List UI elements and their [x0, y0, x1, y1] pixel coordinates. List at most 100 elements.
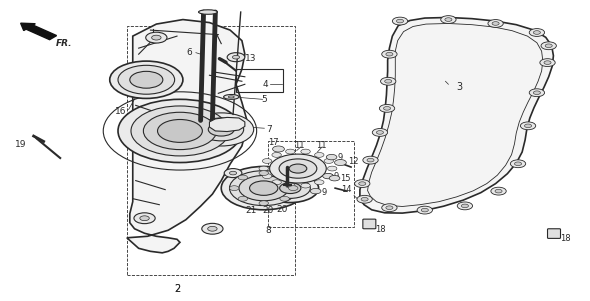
Text: 16: 16: [115, 107, 127, 116]
Circle shape: [263, 159, 272, 163]
FancyBboxPatch shape: [363, 219, 376, 229]
Circle shape: [382, 50, 397, 58]
Circle shape: [491, 187, 506, 195]
Circle shape: [279, 159, 317, 178]
Circle shape: [367, 158, 374, 162]
Circle shape: [457, 202, 473, 210]
Circle shape: [359, 182, 366, 185]
Circle shape: [259, 201, 268, 206]
Text: 8: 8: [266, 226, 271, 235]
Circle shape: [238, 196, 248, 201]
Circle shape: [146, 32, 167, 43]
Circle shape: [314, 153, 324, 157]
Circle shape: [270, 178, 310, 198]
Circle shape: [232, 55, 240, 59]
Circle shape: [372, 129, 388, 136]
Circle shape: [533, 31, 540, 34]
Circle shape: [541, 42, 556, 50]
Circle shape: [324, 174, 333, 178]
Ellipse shape: [224, 95, 239, 99]
Circle shape: [280, 196, 289, 201]
Circle shape: [221, 166, 306, 210]
Circle shape: [227, 53, 245, 62]
Circle shape: [199, 118, 244, 141]
Circle shape: [118, 99, 242, 163]
Circle shape: [525, 124, 532, 128]
Text: 13: 13: [245, 54, 256, 63]
Ellipse shape: [198, 10, 217, 14]
Circle shape: [189, 113, 254, 146]
Circle shape: [310, 188, 321, 194]
Circle shape: [357, 195, 372, 203]
Circle shape: [361, 197, 368, 201]
Circle shape: [376, 131, 384, 134]
Circle shape: [301, 149, 310, 154]
Circle shape: [323, 173, 333, 179]
Text: 9: 9: [334, 172, 339, 181]
Circle shape: [544, 61, 551, 64]
Bar: [127, 26, 295, 275]
Circle shape: [379, 104, 395, 112]
Circle shape: [140, 216, 149, 221]
Circle shape: [384, 107, 391, 110]
Circle shape: [152, 35, 161, 40]
Text: 5: 5: [261, 95, 267, 104]
Ellipse shape: [228, 96, 234, 98]
Circle shape: [134, 213, 155, 224]
Text: 4: 4: [263, 80, 268, 89]
Text: 20: 20: [263, 206, 274, 215]
Circle shape: [259, 166, 268, 171]
Circle shape: [230, 186, 239, 191]
Circle shape: [540, 59, 555, 67]
Text: 11: 11: [294, 141, 304, 150]
Circle shape: [421, 208, 428, 212]
Bar: [268, 141, 354, 227]
Circle shape: [363, 156, 378, 164]
Circle shape: [392, 17, 408, 25]
Circle shape: [110, 61, 183, 98]
Circle shape: [158, 119, 202, 142]
Circle shape: [259, 171, 268, 175]
Circle shape: [510, 160, 526, 168]
Circle shape: [250, 181, 278, 195]
Circle shape: [381, 77, 396, 85]
Text: 17: 17: [268, 138, 278, 147]
Circle shape: [533, 91, 540, 95]
Text: 21: 21: [245, 206, 257, 215]
Circle shape: [230, 171, 237, 175]
Circle shape: [324, 159, 333, 163]
Circle shape: [355, 180, 370, 188]
Circle shape: [270, 154, 326, 183]
Circle shape: [520, 122, 536, 130]
Text: 18: 18: [375, 225, 385, 234]
Circle shape: [286, 149, 295, 154]
Text: 2: 2: [174, 284, 180, 294]
Text: 11: 11: [268, 181, 279, 190]
Text: FR.: FR.: [56, 39, 73, 48]
Circle shape: [327, 166, 337, 171]
Circle shape: [280, 183, 301, 194]
Text: 7: 7: [267, 125, 273, 134]
Circle shape: [131, 106, 229, 156]
Circle shape: [262, 174, 319, 203]
Circle shape: [289, 164, 307, 173]
Circle shape: [417, 206, 432, 214]
Text: 11: 11: [316, 141, 327, 150]
Circle shape: [224, 169, 242, 178]
Text: 15: 15: [340, 174, 351, 183]
Circle shape: [143, 112, 217, 150]
Circle shape: [286, 183, 295, 188]
Polygon shape: [360, 17, 553, 213]
Circle shape: [202, 223, 223, 234]
Circle shape: [492, 22, 499, 25]
Text: 10: 10: [296, 172, 307, 181]
Circle shape: [280, 175, 289, 180]
Text: 9: 9: [322, 188, 327, 197]
Circle shape: [514, 162, 522, 166]
Circle shape: [263, 174, 272, 178]
Circle shape: [239, 175, 289, 201]
Text: 3: 3: [456, 82, 462, 92]
Circle shape: [314, 180, 324, 185]
Circle shape: [386, 206, 393, 209]
Circle shape: [545, 44, 552, 48]
